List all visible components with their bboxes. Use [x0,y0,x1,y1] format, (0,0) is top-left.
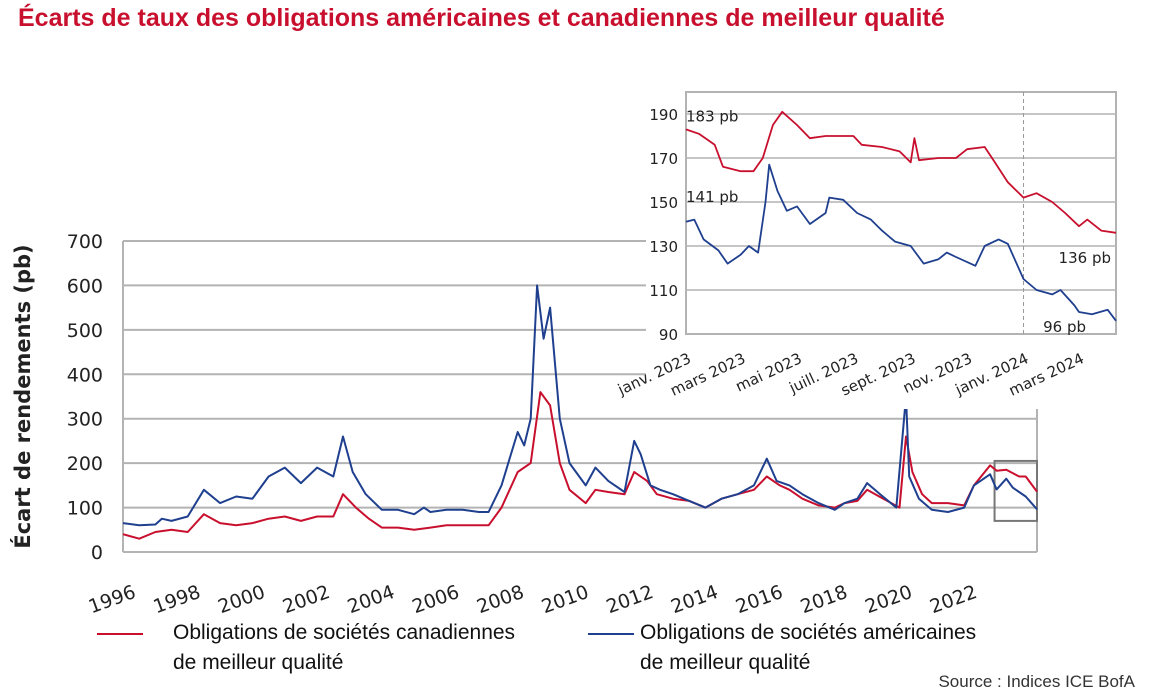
inset-line-us [685,163,1117,322]
y-tick-label: 130 [649,238,678,256]
x-tick-label: 2002 [280,581,333,618]
y-tick-label: 110 [649,282,678,300]
legend-label: de meilleur qualité [173,651,344,674]
y-tick-label: 0 [91,542,103,564]
x-tick-label: 2018 [798,581,851,618]
value-annotation: 141 pb [686,188,738,206]
x-tick-label: 2000 [215,581,268,618]
x-tick-label: 2008 [474,581,527,618]
x-tick-label: 2016 [733,581,786,618]
x-tick-label: 2014 [668,581,721,618]
legend-label: Obligations de sociétés canadiennes [173,621,516,644]
x-tick-label: 2006 [409,581,462,618]
y-tick-label: 170 [649,150,678,168]
legend-label: de meilleur qualité [640,651,811,674]
chart-title: Écarts de taux des obligations américain… [18,4,945,32]
legend-item-canada: Obligations de sociétés canadiennes de m… [173,618,515,678]
y-tick-label: 100 [67,498,103,520]
main-chart: 0 100 200 300 400 500 600 700 1996 1998 2000 2002 20… [10,231,1038,618]
y-tick-label: 700 [67,231,103,253]
value-annotation: 136 pb [1059,249,1111,267]
value-annotation: 183 pb [686,107,738,125]
x-tick-label: 2010 [539,581,592,618]
legend-swatch-canada [97,633,143,635]
x-tick-label: 2020 [862,581,915,618]
inset-background [646,87,1126,409]
y-tick-label: 190 [649,106,678,124]
x-tick-label: 1998 [150,581,203,618]
x-tick-label: 2022 [927,581,980,618]
y-tick-label: 400 [67,364,103,386]
y-tick-label: 300 [67,409,103,431]
y-tick-label: 500 [67,320,103,342]
y-tick-label: 200 [67,453,103,475]
legend-label: Obligations de sociétés américaines [640,621,977,644]
legend-swatch-us [588,633,634,635]
inset-border [685,91,1117,335]
value-annotation: 96 pb [1043,318,1086,336]
series-line-canada [122,391,1038,540]
y-tick-label: 150 [649,194,678,212]
legend-item-us: Obligations de sociétés américaines de m… [640,618,976,678]
y-tick-label: 90 [659,326,678,344]
x-tick-label: 2012 [603,581,656,618]
x-tick-label: 1996 [86,581,139,618]
y-axis-label: Écart de rendements (pb) [10,244,35,548]
x-tick-label: 2004 [345,581,398,618]
source-note: Source : Indices ICE BofA [938,672,1135,691]
series-line-us [122,284,1038,527]
inset-line-canada [685,110,1117,234]
y-tick-label: 600 [67,275,103,297]
